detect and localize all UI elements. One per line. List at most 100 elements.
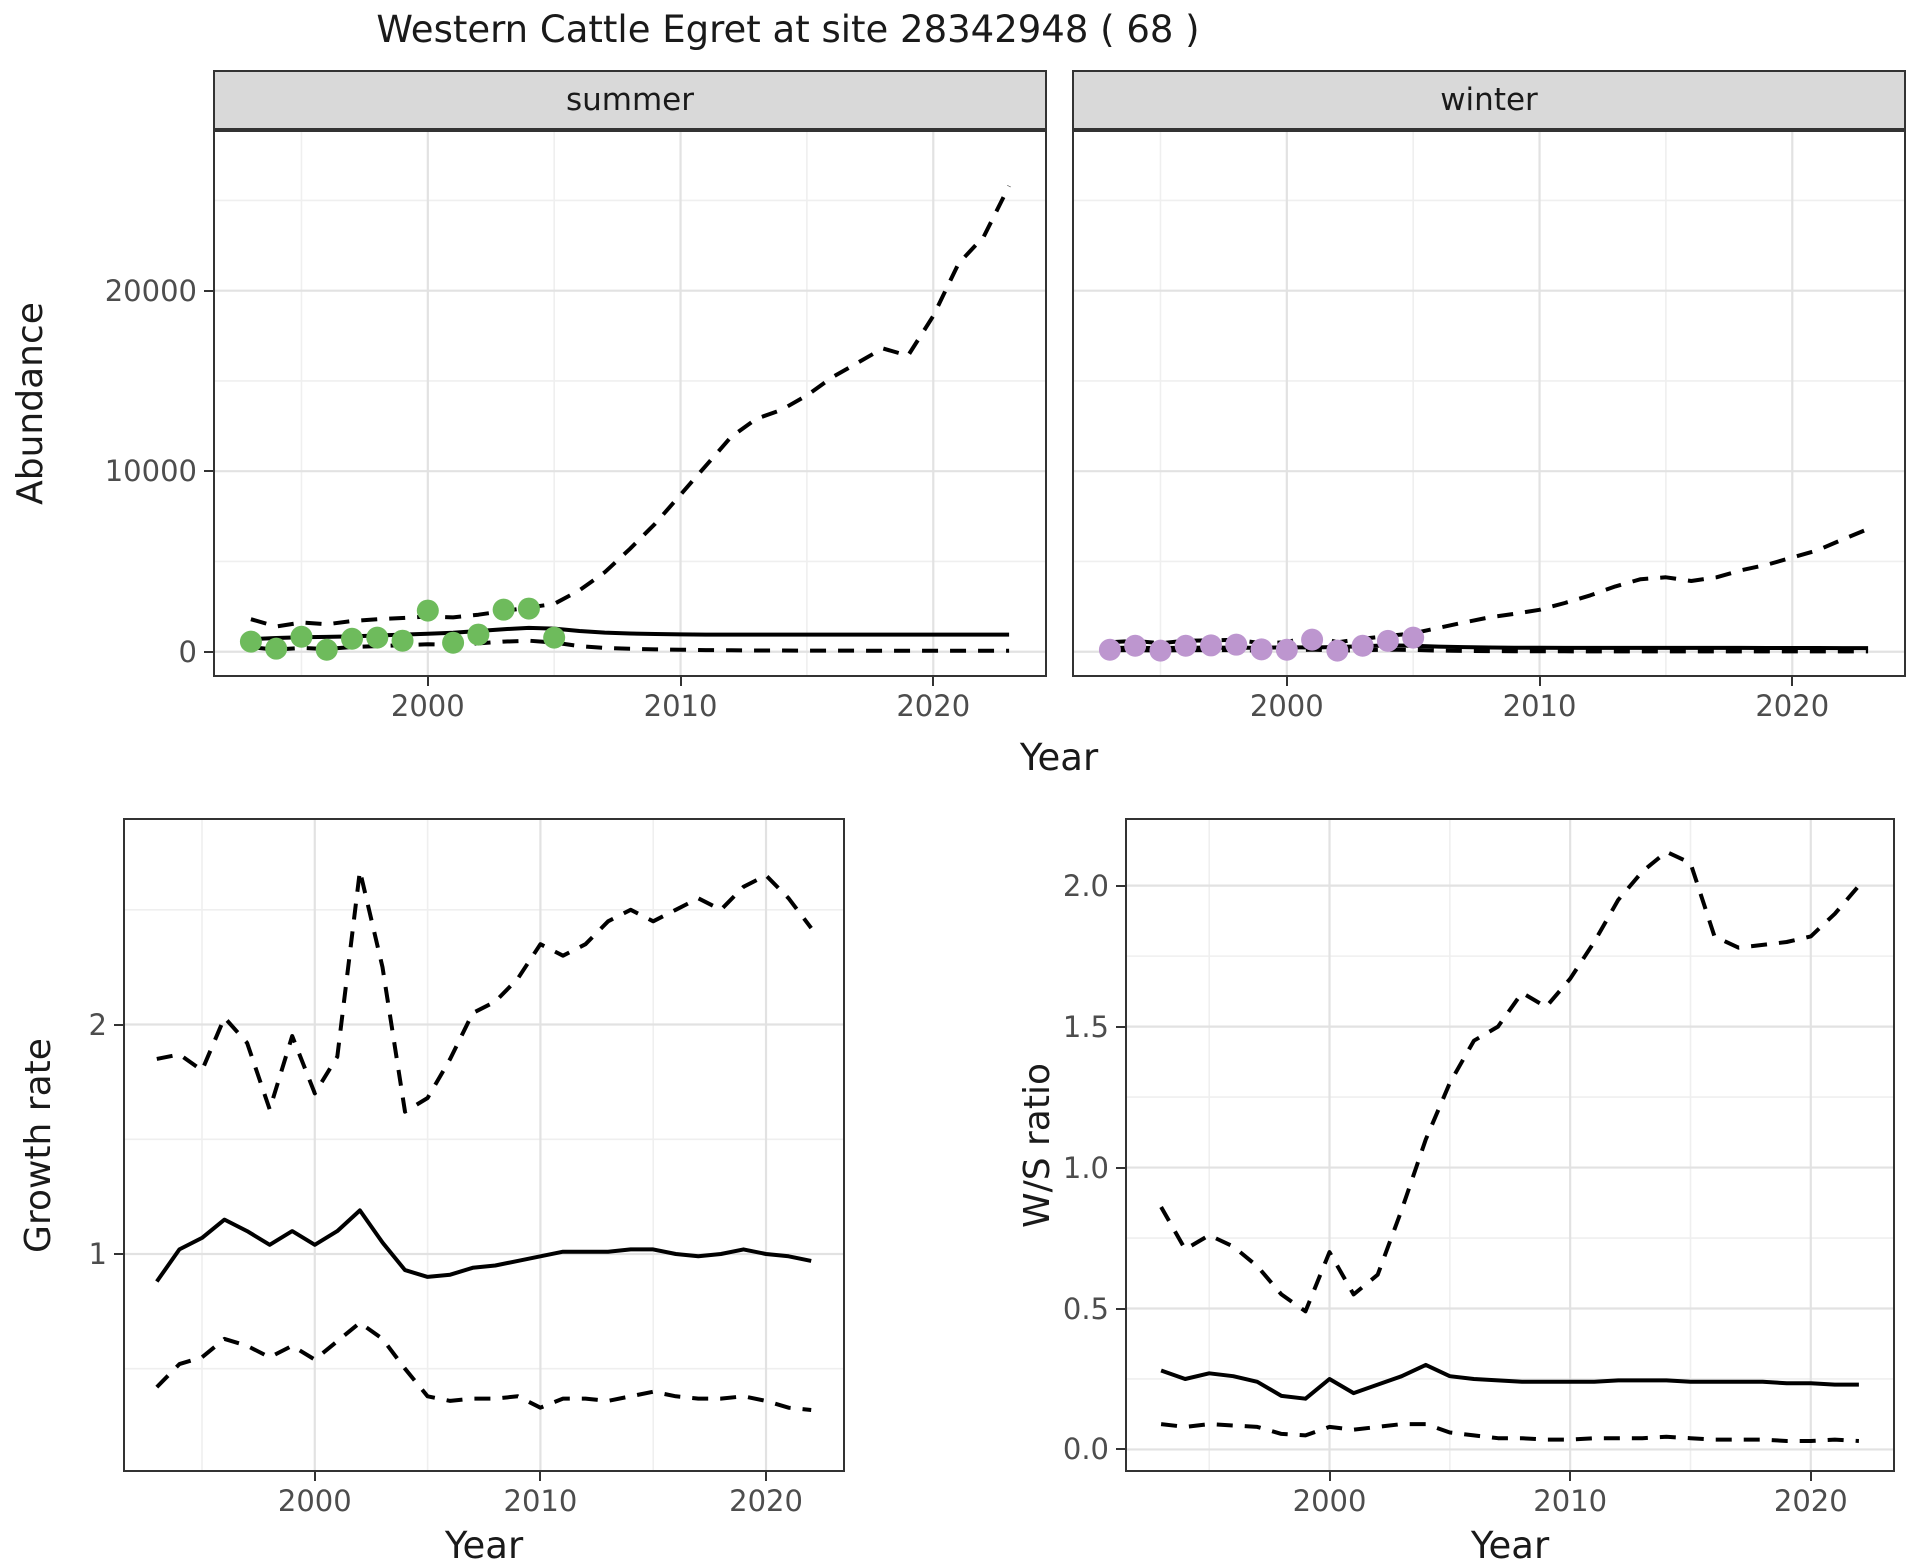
abundance-summer-upper_ci-line	[250, 185, 1011, 629]
y-tick-label: 10000	[104, 454, 197, 489]
summer-observations-point	[416, 599, 439, 622]
winter-observations-point	[1098, 638, 1121, 661]
abundance-summer-panel	[213, 130, 1047, 677]
y-tick-mark	[204, 650, 213, 653]
summer-observations-point	[467, 623, 490, 646]
abundance-winter-plot-area	[1074, 132, 1904, 675]
growth-rate-plot-area	[125, 820, 843, 1470]
y-tick-mark	[204, 470, 213, 473]
winter-observations-point	[1174, 634, 1197, 657]
y-tick-mark	[114, 1253, 123, 1255]
summer-observations-point	[341, 627, 363, 650]
ws-ratio-axis-title: W/S ratio	[1017, 1062, 1059, 1228]
x-tick-mark	[313, 1472, 316, 1481]
x-tick-label: 2010	[503, 1484, 578, 1518]
winter-observations-point	[1200, 634, 1222, 657]
x-tick-mark	[426, 677, 429, 686]
y-tick-label: 1	[88, 1237, 107, 1271]
abundance-summer-lower_ci-line	[250, 638, 1010, 653]
summer-observations-point	[517, 597, 540, 620]
x-tick-mark	[1538, 677, 1541, 686]
facet-strip-summer-label: summer	[565, 82, 694, 118]
y-tick-label: 2.0	[1062, 868, 1109, 903]
x-tick-mark	[1791, 677, 1794, 686]
winter-observations-point	[1402, 626, 1425, 649]
abundance-axis-title: Abundance	[9, 302, 51, 505]
top-year-axis-title: Year	[1019, 736, 1099, 779]
x-tick-label: 2010	[1502, 689, 1577, 723]
x-tick-mark	[539, 1472, 542, 1481]
summer-observations-point	[442, 631, 465, 654]
x-tick-mark	[1569, 1472, 1572, 1481]
ws-ratio-plot-area	[1127, 820, 1893, 1470]
x-tick-label: 2000	[277, 1484, 352, 1518]
growth-rate-upper_ci-line	[156, 868, 813, 1114]
abundance-summer-estimate-line	[250, 625, 1010, 642]
winter-observations-point	[1275, 638, 1298, 661]
x-tick-label: 2020	[896, 689, 971, 723]
x-tick-label: 2020	[729, 1484, 803, 1518]
chart-title: Western Cattle Egret at site 28342948 ( …	[376, 8, 1200, 51]
abundance-winter-lower_ci-line	[1109, 647, 1869, 654]
x-tick-mark	[1809, 1472, 1812, 1481]
x-tick-label: 2020	[1773, 1484, 1848, 1518]
x-tick-mark	[1328, 1472, 1331, 1481]
y-tick-label: 1.5	[1062, 1009, 1109, 1044]
growth-rate-lower_ci-line	[155, 1320, 812, 1412]
summer-observations-point	[366, 626, 389, 649]
facet-strip-winter: winter	[1072, 70, 1906, 130]
winter-observations-point	[1326, 639, 1349, 662]
x-tick-label: 2020	[1755, 689, 1830, 723]
summer-observations-point	[391, 629, 414, 652]
winter-observations-point	[1351, 634, 1374, 657]
ws-year-axis-title: Year	[1470, 1524, 1550, 1560]
growth-rate-axis-title: Growth rate	[17, 1037, 59, 1253]
x-tick-mark	[932, 677, 935, 686]
x-tick-label: 2000	[1292, 1484, 1367, 1518]
summer-observations-point	[239, 630, 262, 653]
x-tick-label: 2000	[1249, 689, 1324, 723]
abundance-summer-plot-area	[215, 132, 1045, 675]
x-tick-label: 2010	[643, 689, 718, 723]
winter-observations-point	[1149, 639, 1172, 662]
summer-observations-point	[265, 637, 288, 660]
y-tick-mark	[114, 1023, 123, 1026]
winter-observations-point	[1301, 628, 1324, 651]
x-tick-mark	[679, 677, 682, 686]
facet-strip-winter-label: winter	[1440, 82, 1538, 118]
x-tick-mark	[765, 1472, 768, 1481]
y-tick-mark	[1116, 1025, 1125, 1028]
x-tick-mark	[1285, 677, 1288, 686]
y-tick-label: 2	[88, 1007, 107, 1042]
winter-observations-point	[1124, 634, 1147, 657]
x-tick-label: 2000	[390, 689, 465, 723]
abundance-winter-upper_ci-line	[1109, 527, 1869, 646]
facet-strip-summer: summer	[213, 70, 1047, 130]
winter-observations-point	[1250, 638, 1273, 661]
y-tick-mark	[204, 289, 213, 292]
y-tick-label: 0.0	[1062, 1432, 1109, 1467]
summer-observations-point	[543, 626, 566, 649]
y-tick-label: 20000	[104, 273, 197, 308]
y-tick-mark	[1116, 884, 1125, 887]
y-tick-mark	[1116, 1166, 1125, 1169]
abundance-winter-panel	[1072, 130, 1906, 677]
ws-ratio-panel	[1125, 818, 1895, 1472]
x-tick-label: 2010	[1533, 1484, 1608, 1518]
growth-rate-estimate-line	[155, 1208, 812, 1283]
ws-ratio-lower_ci-line	[1160, 1422, 1860, 1443]
y-tick-label: 0	[178, 634, 197, 669]
summer-observations-point	[315, 638, 338, 661]
y-tick-mark	[1116, 1307, 1125, 1310]
abundance-winter-estimate-line	[1109, 643, 1869, 651]
growth-rate-panel	[123, 818, 845, 1472]
ws-ratio-upper_ci-line	[1159, 849, 1861, 1314]
winter-observations-point	[1376, 629, 1399, 652]
y-tick-label: 0.5	[1062, 1291, 1109, 1326]
y-tick-label: 1.0	[1062, 1150, 1109, 1185]
winter-observations-point	[1225, 633, 1248, 656]
ws-ratio-estimate-line	[1160, 1362, 1859, 1401]
growth-year-axis-title: Year	[444, 1524, 524, 1560]
y-tick-mark	[1116, 1448, 1125, 1451]
